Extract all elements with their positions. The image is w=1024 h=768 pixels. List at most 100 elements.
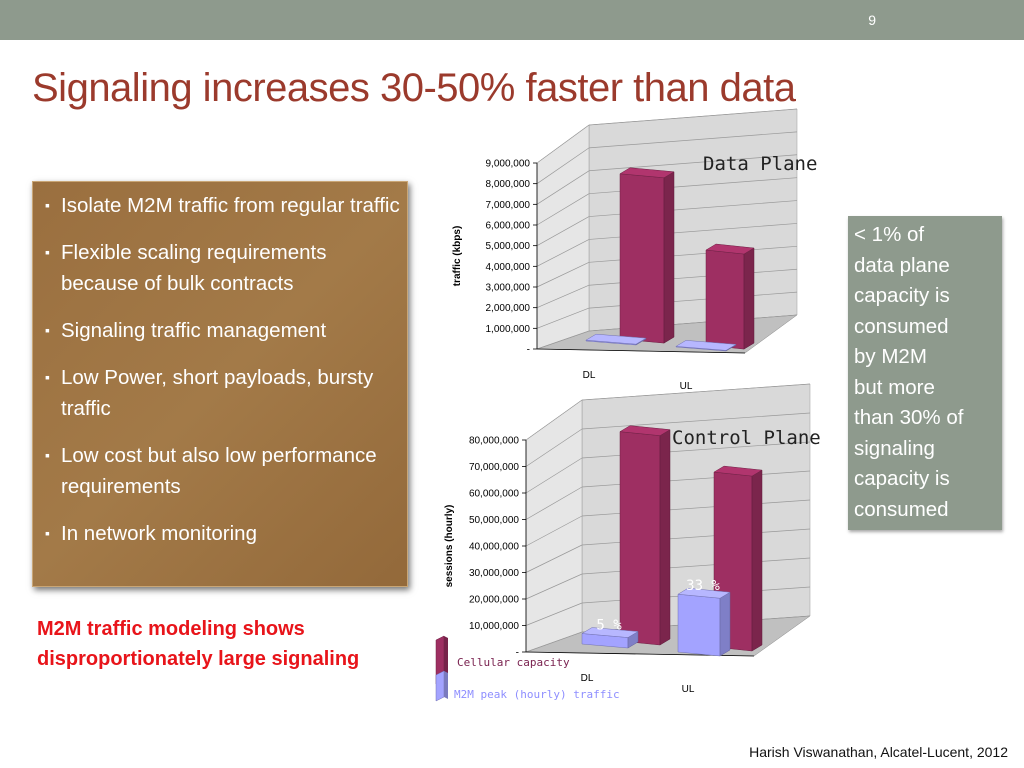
bullet-item: ▪ Low Power, short payloads, bursty traff… xyxy=(43,362,407,424)
y-tick-label: 1,000,000 xyxy=(486,324,531,335)
callout-line: by M2M xyxy=(854,345,927,368)
y-tick-label: 40,000,000 xyxy=(469,542,519,553)
y-tick-label: 6,000,000 xyxy=(486,221,531,232)
bullet-text: Low cost but also low performance requir… xyxy=(61,444,377,498)
gridline xyxy=(581,412,811,430)
y-tick-label: 4,000,000 xyxy=(486,262,531,273)
gridline xyxy=(536,239,590,267)
footer-credit: Harish Viswanathan, Alcatel-Lucent, 2012 xyxy=(749,744,1008,760)
callout-line: but more xyxy=(854,375,935,399)
legend-swatch xyxy=(435,670,445,702)
y-tick-label: - xyxy=(527,345,530,356)
callout-line: data plane xyxy=(854,253,950,277)
gridline xyxy=(588,108,798,126)
gridline xyxy=(581,383,811,401)
gridline xyxy=(525,457,583,494)
bar-side xyxy=(659,429,671,646)
bullet-marker: ▪ xyxy=(45,447,50,463)
bullet-item: ▪ Isolate M2M traffic from regular traffi… xyxy=(43,190,407,221)
gridline xyxy=(536,262,590,288)
gridline xyxy=(536,124,590,164)
bullet-panel: ▪ Isolate M2M traffic from regular traffi… xyxy=(32,181,408,587)
y-tick-label: 80,000,000 xyxy=(469,436,519,447)
bullet-text: Low Power, short payloads, bursty traffi… xyxy=(61,366,374,420)
bar-front xyxy=(619,431,661,646)
bullet-marker: ▪ xyxy=(45,322,50,338)
callout-line: capacity is xyxy=(854,467,950,490)
x-tick-label: UL xyxy=(682,684,695,695)
y-tick-label: 10,000,000 xyxy=(469,621,519,632)
y-tick-label: - xyxy=(516,648,519,659)
y-tick-label: 60,000,000 xyxy=(469,489,519,500)
slide-number: 9 xyxy=(868,12,876,28)
bar-top xyxy=(581,627,639,638)
bullet-item: ▪ Flexible scaling requirements because o… xyxy=(43,237,407,299)
gridline xyxy=(525,486,583,520)
bullet-list: ▪ Isolate M2M traffic from regular traffi… xyxy=(33,182,407,549)
bar-side xyxy=(751,469,763,652)
gridline xyxy=(525,602,583,626)
callout-line: < 1% of xyxy=(854,223,925,246)
legend-label: M2M peak (hourly) traffic xyxy=(454,688,620,701)
legend-swatch-side xyxy=(444,636,448,682)
y-tick-label: 20,000,000 xyxy=(469,595,519,606)
gridline xyxy=(588,154,798,172)
y-tick-label: 7,000,000 xyxy=(486,200,531,211)
x-tick-label: UL xyxy=(680,381,693,392)
signaling-note: M2M traffic modeling shows disproportion… xyxy=(37,618,360,670)
callout-line: consumed xyxy=(854,314,949,338)
bar-front xyxy=(677,593,721,657)
y-tick-label: 9,000,000 xyxy=(486,159,531,170)
bar-top xyxy=(705,243,755,255)
gridline xyxy=(525,515,583,547)
chart-title: Data Plane xyxy=(703,153,817,175)
bullet-marker: ▪ xyxy=(45,197,50,213)
gridline xyxy=(536,193,590,226)
callout-line: capacity is xyxy=(854,284,950,307)
bullet-marker: ▪ xyxy=(45,369,50,385)
data-label: 5 % xyxy=(596,618,622,634)
bar-top xyxy=(675,340,737,351)
x-tick-label: DL xyxy=(581,673,594,684)
chart-side-wall xyxy=(536,124,590,350)
gridline xyxy=(536,170,590,205)
bullet-text: Flexible scaling requirements because of… xyxy=(61,241,327,295)
x-axis xyxy=(536,348,746,354)
bar-top xyxy=(677,587,731,599)
x-tick-label: DL xyxy=(583,370,596,381)
bar-top xyxy=(619,167,675,179)
gridline xyxy=(536,147,590,184)
bar-side xyxy=(743,247,755,350)
bar-side xyxy=(663,171,675,344)
y-tick-label: 50,000,000 xyxy=(469,515,519,526)
gridline xyxy=(536,330,590,350)
bullet-item: ▪ In network monitoring xyxy=(43,518,407,549)
gridline xyxy=(525,428,583,467)
y-tick-label: 30,000,000 xyxy=(469,568,519,579)
gridline xyxy=(525,399,583,441)
legend-swatch-side xyxy=(444,671,448,699)
callout-line: consumed xyxy=(854,497,949,521)
slide-title: Signaling increases 30-50% faster than d… xyxy=(32,66,796,110)
gridline xyxy=(588,131,798,149)
legend-label: Cellular capacity xyxy=(457,656,570,669)
gridline xyxy=(525,573,583,600)
top-bar: 9 xyxy=(0,0,1024,40)
gridline xyxy=(525,631,583,653)
gridline xyxy=(536,284,590,308)
bar-side xyxy=(719,591,731,657)
y-tick-label: 5,000,000 xyxy=(486,241,531,252)
chart-title: Control Plane xyxy=(672,427,821,449)
data-label: 33 % xyxy=(686,578,720,594)
y-tick-label: 3,000,000 xyxy=(486,283,531,294)
bullet-text: Signaling traffic management xyxy=(61,319,327,342)
bullet-item: ▪ Signaling traffic management xyxy=(43,315,407,346)
y-tick-label: 2,000,000 xyxy=(486,303,531,314)
bar-top xyxy=(619,425,671,436)
bullet-item: ▪ Low cost but also low performance requi… xyxy=(43,440,407,502)
y-tick-label: 8,000,000 xyxy=(486,179,531,190)
bullet-text: Isolate M2M traffic from regular traffic xyxy=(61,194,400,217)
y-axis-title: traffic (kbps) xyxy=(452,226,463,287)
bar-front xyxy=(619,173,665,344)
gridline xyxy=(536,307,590,329)
